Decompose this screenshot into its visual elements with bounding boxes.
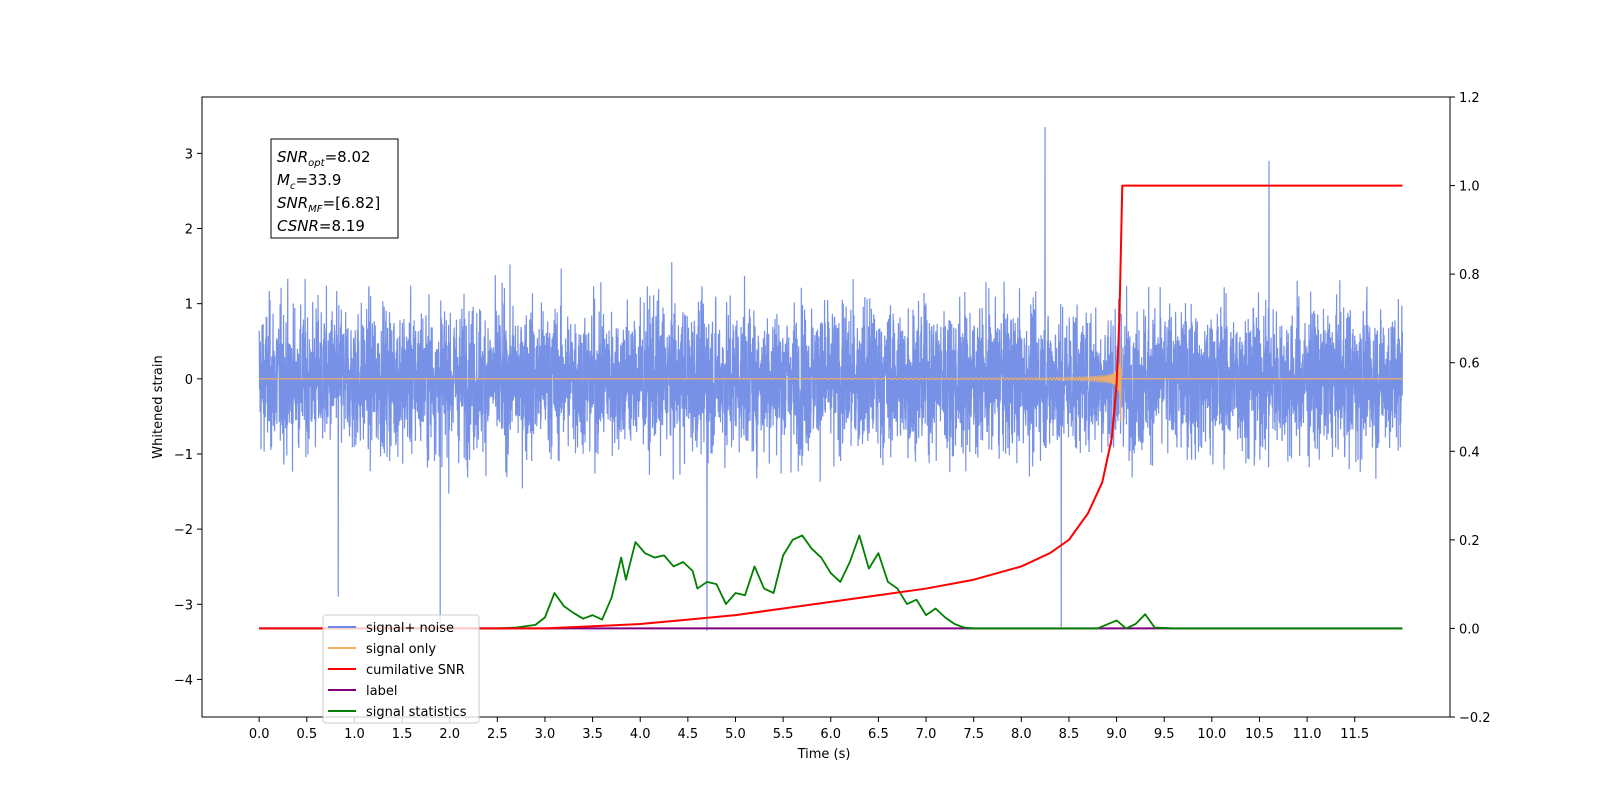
x-tick-label: 1.5 [392,727,413,742]
x-tick-label: 1.0 [344,727,365,742]
annotation-subscript: c [290,181,296,192]
x-tick-label: 7.5 [963,727,984,742]
x-tick-label: 0.0 [249,727,270,742]
y2-tick-label: 1.2 [1459,91,1480,106]
y2-tick-label: −0.2 [1459,711,1491,726]
y-tick-label: 0 [185,373,193,388]
legend-label: cumilative SNR [366,663,465,678]
y-axis-right: 1.2 1.0 0.8 0.6 0.4 0.2 0.0 −0.2 [1450,91,1491,726]
x-tick-label: 7.0 [916,727,937,742]
legend-label: signal only [366,642,436,657]
annotation-symbol: SNR [277,148,308,166]
x-tick-label: 0.5 [296,727,317,742]
legend-label: signal+ noise [366,621,454,636]
annotation-line: CSNR=8.19 [277,217,365,235]
annotation-symbol: CSNR [277,217,319,235]
annotation-symbol: SNR [277,194,308,212]
x-tick-label: 10.0 [1197,727,1226,742]
y-tick-label: −4 [174,673,193,688]
x-tick-label: 9.0 [1106,727,1127,742]
annotation-subscript: MF [308,204,323,215]
y-tick-label: 1 [185,298,193,313]
x-tick-label: 6.0 [820,727,841,742]
annotation-value: =33.9 [295,171,341,189]
annotation-line: SNRopt=8.02 [277,148,371,169]
series-line-cumulative-snr [259,184,1403,630]
y2-tick-label: 0.4 [1459,445,1480,460]
x-tick-label: 4.0 [630,727,651,742]
annotation-value: =8.02 [325,148,371,166]
x-tick-label: 10.5 [1245,727,1274,742]
x-axis: 0.0 0.5 1.0 1.5 2.0 2.5 3.0 3.5 4.0 4.5 5.0 5.5 6.0 6… [249,717,1369,742]
y-tick-label: −1 [174,448,193,463]
x-tick-label: 4.5 [678,727,699,742]
legend-label: signal statistics [366,705,467,720]
y-axis-left: 3 2 1 0 −1 −2 −3 −4 [174,147,202,688]
annotation-line: SNRMF=[6.82] [277,194,380,215]
x-tick-label: 5.5 [773,727,794,742]
y-tick-label: −2 [174,523,193,538]
annotation-line: Mc=33.9 [277,171,341,192]
x-tick-label: 2.5 [487,727,508,742]
y-axis-label: Whitened strain [151,355,166,458]
annotation-value: =8.19 [319,217,365,235]
legend-label: label [366,684,397,699]
x-tick-label: 11.5 [1340,727,1369,742]
series-layer [258,127,1403,631]
y-tick-label: −3 [174,598,193,613]
x-tick-label: 8.0 [1011,727,1032,742]
x-tick-label: 2.0 [439,727,460,742]
plot-frame [201,96,1451,718]
y2-tick-label: 0.0 [1459,622,1480,637]
annotation-value: =[6.82] [323,194,381,212]
plot-area [258,127,1403,631]
series-line-signal-only [259,347,1403,422]
y2-tick-label: 0.6 [1459,357,1480,372]
y2-tick-label: 1.0 [1459,180,1480,195]
y-tick-label: 3 [185,147,193,162]
x-tick-label: 5.0 [725,727,746,742]
legend-frame [322,614,480,724]
x-tick-label: 3.5 [582,727,603,742]
annotation-frame [270,138,399,239]
x-tick-label: 8.5 [1059,727,1080,742]
legend: signal+ noise signal only cumilative SNR la… [322,614,480,724]
y2-tick-label: 0.2 [1459,534,1480,549]
x-tick-label: 3.0 [535,727,556,742]
series-line-signal-noise [258,127,1403,631]
x-tick-label: 11.0 [1293,727,1322,742]
annotation-subscript: opt [308,158,325,169]
y2-tick-label: 0.8 [1459,268,1480,283]
x-tick-label: 9.5 [1154,727,1175,742]
x-tick-label: 6.5 [868,727,889,742]
y-tick-label: 2 [185,223,193,238]
x-axis-label: Time (s) [797,747,851,762]
series-line-signal-statistics [259,534,1403,630]
annotation-symbol: M [277,171,290,189]
